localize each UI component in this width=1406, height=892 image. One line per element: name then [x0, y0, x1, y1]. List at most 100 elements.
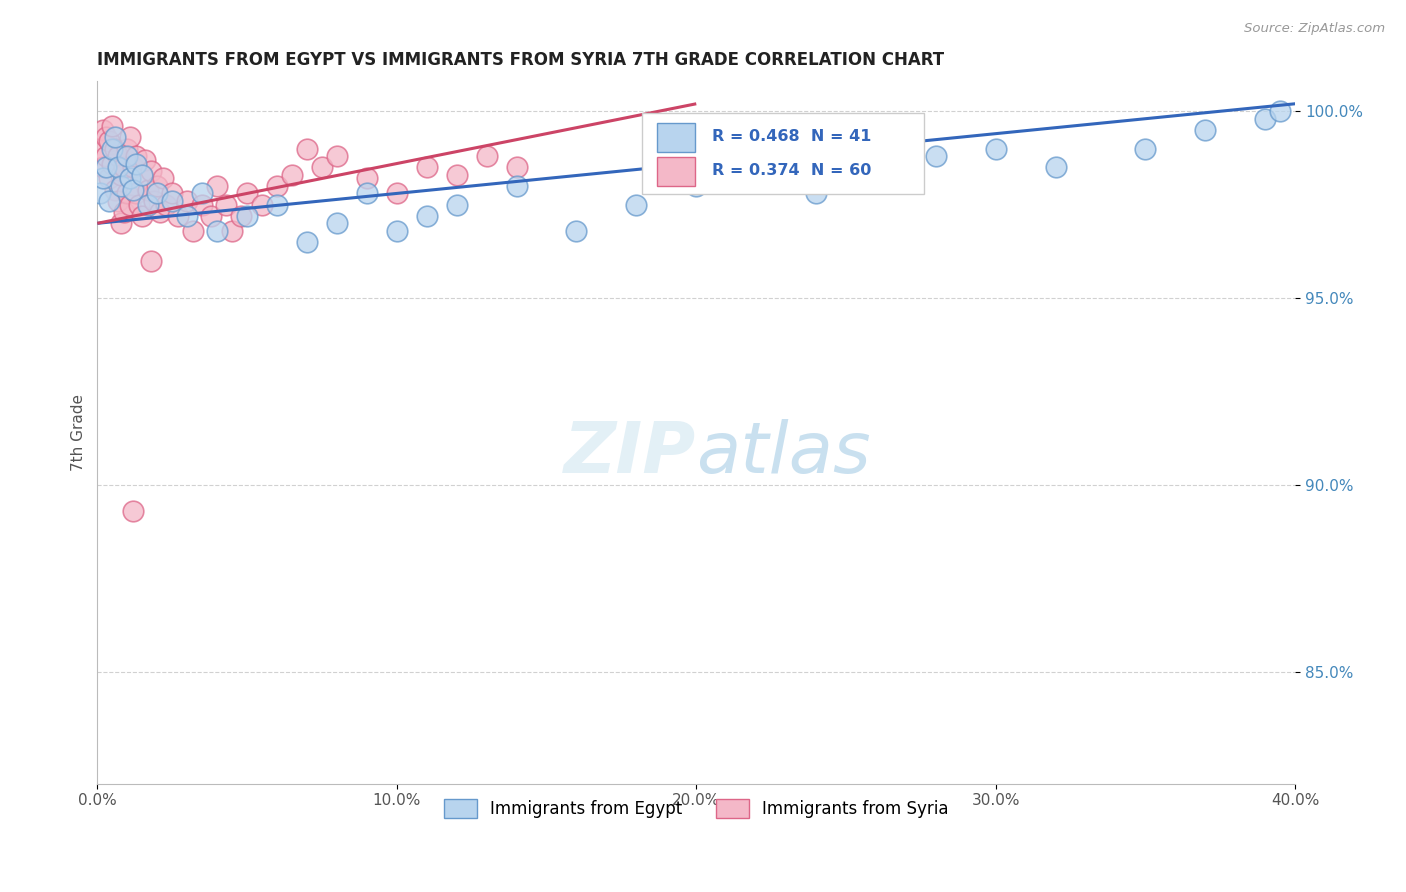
Point	[89, 186, 111, 201]
Point	[475, 149, 498, 163]
Point	[181, 224, 204, 238]
Point	[122, 183, 145, 197]
Point	[143, 194, 166, 208]
Point	[160, 194, 183, 208]
Point	[146, 186, 169, 201]
Point	[131, 168, 153, 182]
Point	[281, 168, 304, 182]
Point	[152, 171, 174, 186]
Point	[446, 197, 468, 211]
Point	[89, 142, 111, 156]
Point	[96, 130, 118, 145]
Point	[117, 186, 139, 201]
Point	[125, 186, 148, 201]
Point	[107, 161, 129, 175]
Point	[122, 161, 145, 175]
Point	[191, 186, 214, 201]
Point	[117, 142, 139, 156]
Point	[1254, 112, 1277, 126]
Point	[295, 235, 318, 249]
Y-axis label: 7th Grade: 7th Grade	[72, 394, 86, 471]
Text: ZIP: ZIP	[564, 419, 696, 488]
Point	[141, 164, 163, 178]
Legend: Immigrants from Egypt, Immigrants from Syria: Immigrants from Egypt, Immigrants from S…	[437, 792, 956, 824]
Point	[925, 149, 948, 163]
Point	[155, 197, 177, 211]
Point	[91, 123, 114, 137]
Point	[120, 171, 142, 186]
Point	[1045, 161, 1067, 175]
Point	[416, 209, 439, 223]
Point	[110, 216, 132, 230]
Point	[91, 171, 114, 186]
Point	[191, 197, 214, 211]
Point	[146, 178, 169, 193]
Point	[229, 209, 252, 223]
Point	[134, 153, 156, 167]
FancyBboxPatch shape	[643, 113, 924, 194]
Point	[149, 205, 172, 219]
Point	[200, 209, 222, 223]
Point	[112, 161, 135, 175]
Point	[205, 178, 228, 193]
Point	[131, 168, 153, 182]
Point	[96, 161, 118, 175]
Point	[1135, 142, 1157, 156]
Point	[112, 205, 135, 219]
Point	[101, 156, 124, 170]
Point	[98, 134, 121, 148]
Text: R = 0.468  N = 41: R = 0.468 N = 41	[711, 129, 872, 145]
Point	[505, 161, 527, 175]
Text: atlas: atlas	[696, 419, 870, 488]
Text: IMMIGRANTS FROM EGYPT VS IMMIGRANTS FROM SYRIA 7TH GRADE CORRELATION CHART: IMMIGRANTS FROM EGYPT VS IMMIGRANTS FROM…	[97, 51, 945, 69]
Point	[745, 171, 768, 186]
Point	[120, 130, 142, 145]
Point	[205, 224, 228, 238]
Point	[215, 197, 238, 211]
Point	[565, 224, 588, 238]
Point	[311, 161, 333, 175]
Point	[128, 197, 150, 211]
Point	[125, 156, 148, 170]
Point	[120, 197, 142, 211]
Point	[98, 171, 121, 186]
Point	[136, 183, 159, 197]
Point	[266, 178, 288, 193]
Point	[110, 178, 132, 193]
Point	[176, 209, 198, 223]
Point	[326, 216, 349, 230]
Point	[176, 194, 198, 208]
Point	[295, 142, 318, 156]
Text: Source: ZipAtlas.com: Source: ZipAtlas.com	[1244, 22, 1385, 36]
Point	[107, 194, 129, 208]
Point	[98, 194, 121, 208]
Point	[110, 168, 132, 182]
Point	[685, 178, 707, 193]
Point	[101, 119, 124, 133]
Point	[446, 168, 468, 182]
Point	[416, 161, 439, 175]
Point	[236, 186, 259, 201]
Point	[356, 171, 378, 186]
Text: R = 0.374  N = 60: R = 0.374 N = 60	[711, 163, 872, 178]
Point	[141, 253, 163, 268]
Point	[104, 183, 127, 197]
Point	[96, 149, 118, 163]
Point	[122, 504, 145, 518]
Point	[804, 186, 827, 201]
Point	[385, 224, 408, 238]
Point	[221, 224, 243, 238]
Point	[104, 130, 127, 145]
Point	[266, 197, 288, 211]
Point	[101, 142, 124, 156]
Point	[117, 149, 139, 163]
Point	[984, 142, 1007, 156]
Point	[326, 149, 349, 163]
Point	[160, 186, 183, 201]
FancyBboxPatch shape	[657, 156, 695, 186]
Point	[865, 161, 887, 175]
Point	[136, 197, 159, 211]
Point	[91, 161, 114, 175]
Point	[1270, 104, 1292, 119]
Point	[250, 197, 273, 211]
